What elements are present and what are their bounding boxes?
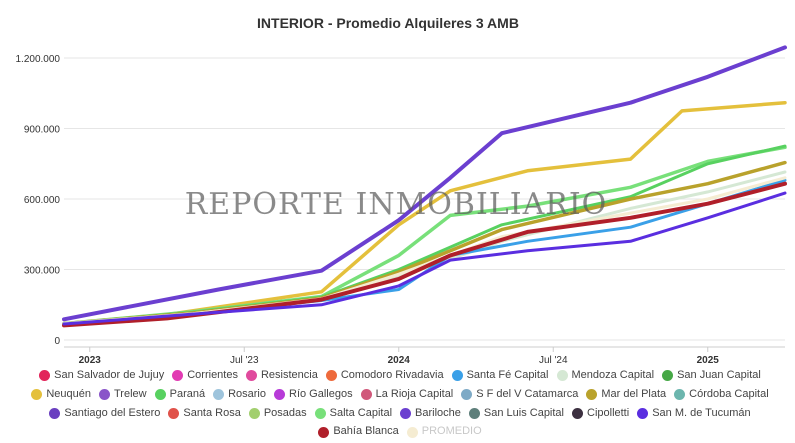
legend-marker-icon xyxy=(468,407,480,419)
legend-item[interactable]: Paraná xyxy=(154,387,206,403)
legend-marker-icon xyxy=(360,389,372,400)
legend-marker-icon xyxy=(556,370,568,382)
legend-marker-icon xyxy=(31,389,43,400)
legend-item[interactable]: Neuquén xyxy=(31,387,91,403)
legend-label: Paraná xyxy=(169,387,206,400)
legend-item[interactable]: Córdoba Capital xyxy=(674,387,769,403)
legend-marker-icon xyxy=(245,370,257,382)
legend-label: Salta Capital xyxy=(329,406,393,419)
y-tick-label: 0 xyxy=(54,336,60,347)
legend-label: S F del V Catamarca xyxy=(476,387,579,400)
legend-item[interactable]: S F del V Catamarca xyxy=(461,387,578,403)
legend-label: Trelew xyxy=(114,387,147,400)
legend-label: San Salvador de Jujuy xyxy=(54,369,165,381)
legend-label: Bahía Blanca xyxy=(333,425,399,438)
legend-label: Rosario xyxy=(228,387,266,400)
legend-label: Mendoza Capital xyxy=(571,369,655,381)
legend-item[interactable]: Cipolletti xyxy=(572,406,629,422)
series-line-0 xyxy=(62,45,787,322)
legend-item[interactable]: San Juan Capital xyxy=(662,368,761,384)
series-lines xyxy=(62,45,787,328)
line-chart: INTERIOR - Promedio Alquileres 3 AMB 0 30… xyxy=(16,15,787,366)
chart-legend: San Salvador de Jujuy Corrientes Resistenc… xyxy=(20,368,780,443)
legend-label: La Rioja Capital xyxy=(375,387,454,400)
legend-item[interactable]: PROMEDIO xyxy=(406,424,482,440)
legend-item[interactable]: San Salvador de Jujuy xyxy=(39,368,164,384)
legend-label: Posadas xyxy=(263,406,307,419)
x-tick-label: 2023 xyxy=(79,355,102,366)
legend-label: Comodoro Rivadavia xyxy=(340,369,444,381)
legend-item[interactable]: Río Gallegos xyxy=(274,387,353,403)
legend-label: Resistencia xyxy=(260,369,318,381)
legend-marker-icon xyxy=(325,370,337,382)
legend-marker-icon xyxy=(637,407,649,419)
legend-item[interactable]: Resistencia xyxy=(245,368,318,384)
legend-item[interactable]: Mendoza Capital xyxy=(556,368,655,384)
watermark: REPORTE INMOBILIARIO xyxy=(185,187,608,222)
y-tick-label: 300.000 xyxy=(24,266,61,277)
legend-marker-icon xyxy=(314,407,326,419)
legend-item[interactable]: Posadas xyxy=(248,406,307,422)
legend-item[interactable]: Corrientes xyxy=(172,368,238,384)
legend-marker-icon xyxy=(451,370,463,382)
legend-marker-icon xyxy=(248,407,260,419)
x-tick-label: 2024 xyxy=(388,355,411,366)
legend-marker-icon xyxy=(154,389,166,400)
legend-label: San Luis Capital xyxy=(483,406,564,419)
y-tick-label: 1.200.000 xyxy=(16,54,61,65)
legend-label: PROMEDIO xyxy=(421,425,482,438)
legend-label: Santiago del Estero xyxy=(64,406,161,419)
x-tick-label: Jul '23 xyxy=(230,355,259,366)
legend-item[interactable]: Mar del Plata xyxy=(586,387,666,403)
y-tick-label: 600.000 xyxy=(24,195,61,206)
x-tick-label: 2025 xyxy=(697,355,720,366)
legend-marker-icon xyxy=(662,370,674,382)
legend-label: San M. de Tucumán xyxy=(652,406,751,419)
legend-marker-icon xyxy=(39,370,51,382)
legend-item[interactable]: Santa Rosa xyxy=(168,406,241,422)
legend-marker-icon xyxy=(674,389,686,400)
legend-item[interactable]: Santa Fé Capital xyxy=(451,368,549,384)
legend-marker-icon xyxy=(213,389,225,400)
legend-item[interactable]: Rosario xyxy=(213,387,266,403)
legend-label: Santa Rosa xyxy=(183,406,241,419)
legend-item[interactable]: Trelew xyxy=(99,387,147,403)
legend-item[interactable]: Bahía Blanca xyxy=(318,424,399,440)
legend-label: Río Gallegos xyxy=(289,387,353,400)
legend-item[interactable]: Comodoro Rivadavia xyxy=(325,368,444,384)
legend-marker-icon xyxy=(406,426,418,438)
legend-marker-icon xyxy=(49,407,61,419)
legend-marker-icon xyxy=(461,389,473,400)
legend-marker-icon xyxy=(586,389,598,400)
chart-title: INTERIOR - Promedio Alquileres 3 AMB xyxy=(257,15,519,31)
legend-marker-icon xyxy=(274,389,285,400)
legend-marker-icon xyxy=(99,389,110,400)
y-axis: 0 300.000 600.000 900.000 1.200.000 xyxy=(16,54,61,347)
legend-label: Neuquén xyxy=(46,387,91,400)
legend-marker-icon xyxy=(572,407,583,419)
y-tick-label: 900.000 xyxy=(24,125,61,136)
legend-item[interactable]: Salta Capital xyxy=(314,406,393,422)
legend-item[interactable]: Santiago del Estero xyxy=(49,406,160,422)
legend-label: San Juan Capital xyxy=(677,369,761,381)
legend-item[interactable]: San Luis Capital xyxy=(468,406,564,422)
legend-label: Mar del Plata xyxy=(601,387,667,400)
legend-item[interactable]: San M. de Tucumán xyxy=(637,406,751,422)
legend-label: Santa Fé Capital xyxy=(466,369,549,381)
legend-marker-icon xyxy=(318,426,330,438)
legend-marker-icon xyxy=(168,407,180,419)
legend-label: Córdoba Capital xyxy=(689,387,769,400)
legend-item[interactable]: La Rioja Capital xyxy=(360,387,454,403)
legend-label: Bariloche xyxy=(415,406,461,419)
x-axis: 2023 Jul '23 2024 Jul '24 2025 xyxy=(64,346,785,366)
legend-marker-icon xyxy=(172,370,184,382)
legend-label: Cipolletti xyxy=(587,406,630,419)
legend-label: Corrientes xyxy=(187,369,238,381)
series-line-9 xyxy=(62,191,787,326)
legend-item[interactable]: Bariloche xyxy=(400,406,461,422)
x-tick-label: Jul '24 xyxy=(539,355,568,366)
legend-marker-icon xyxy=(400,407,412,419)
